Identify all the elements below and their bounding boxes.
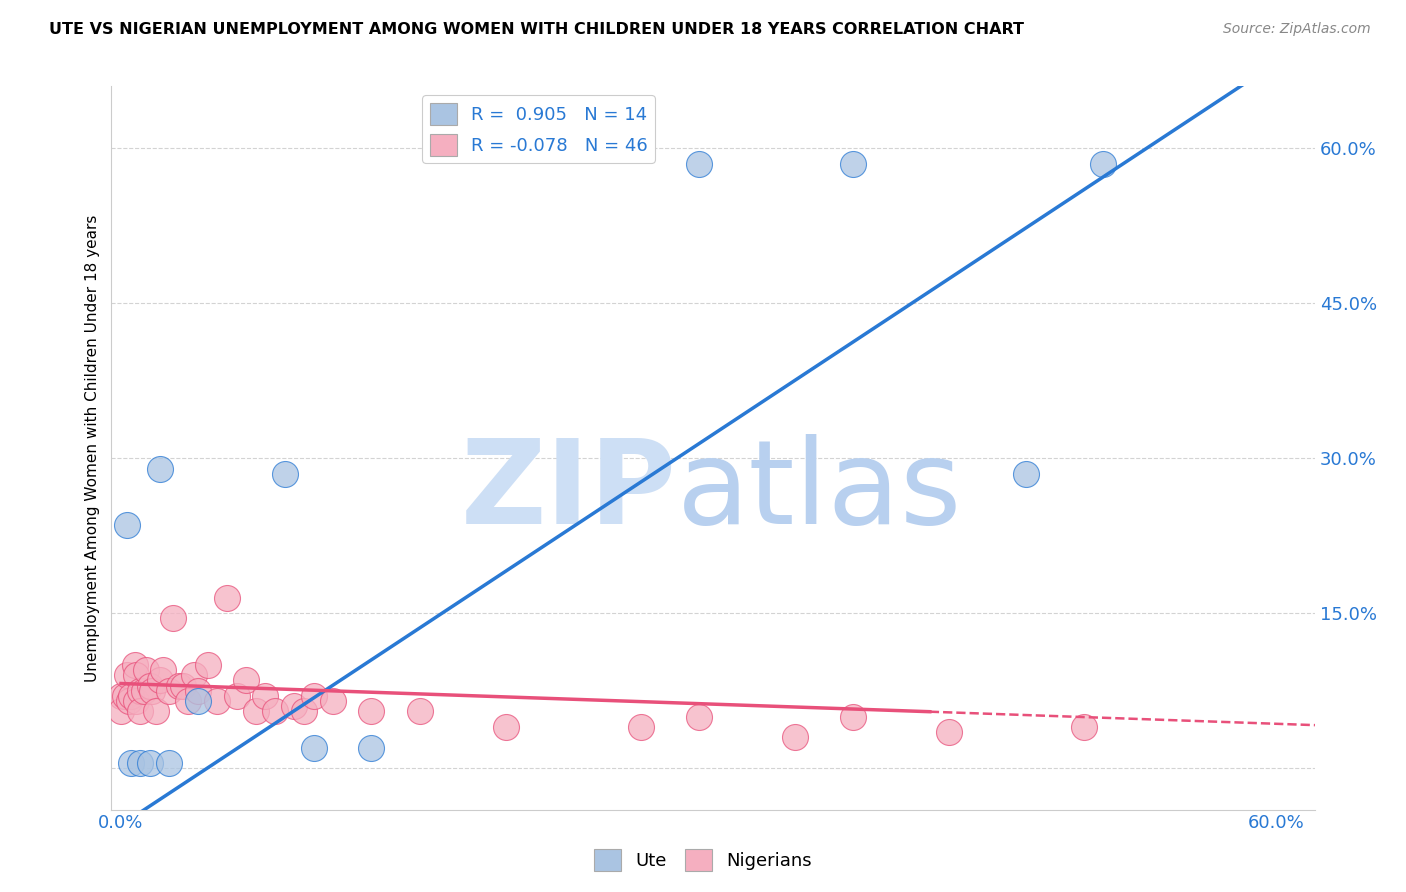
Point	[235, 673, 257, 688]
Point	[162, 611, 184, 625]
Text: UTE VS NIGERIAN UNEMPLOYMENT AMONG WOMEN WITH CHILDREN UNDER 18 YEARS CORRELATIO: UTE VS NIGERIAN UNEMPLOYMENT AMONG WOMEN…	[49, 22, 1024, 37]
Point	[938, 725, 960, 739]
Point	[115, 518, 138, 533]
Point	[322, 694, 344, 708]
Point	[1073, 720, 1095, 734]
Point	[688, 709, 710, 723]
Point	[148, 673, 170, 688]
Point	[115, 668, 138, 682]
Point	[688, 157, 710, 171]
Point	[630, 720, 652, 734]
Point	[197, 657, 219, 672]
Point	[120, 689, 142, 703]
Point	[225, 689, 247, 703]
Point	[145, 705, 167, 719]
Legend: R =  0.905   N = 14, R = -0.078   N = 46: R = 0.905 N = 14, R = -0.078 N = 46	[422, 95, 655, 163]
Text: Source: ZipAtlas.com: Source: ZipAtlas.com	[1223, 22, 1371, 37]
Point	[183, 668, 205, 682]
Point	[1015, 467, 1038, 481]
Point	[124, 657, 146, 672]
Point	[408, 705, 430, 719]
Point	[135, 663, 157, 677]
Point	[157, 683, 180, 698]
Point	[177, 694, 200, 708]
Legend: Ute, Nigerians: Ute, Nigerians	[586, 842, 820, 879]
Point	[110, 689, 132, 703]
Point	[187, 694, 209, 708]
Point	[114, 689, 136, 703]
Point	[254, 689, 277, 703]
Point	[141, 683, 163, 698]
Point	[139, 756, 162, 770]
Point	[842, 709, 865, 723]
Point	[118, 694, 141, 708]
Point	[302, 740, 325, 755]
Point	[129, 756, 152, 770]
Point	[167, 679, 190, 693]
Point	[139, 679, 162, 693]
Point	[134, 683, 156, 698]
Point	[283, 699, 305, 714]
Point	[360, 705, 382, 719]
Point	[157, 756, 180, 770]
Point	[148, 461, 170, 475]
Text: ZIP: ZIP	[461, 434, 678, 549]
Point	[292, 705, 315, 719]
Point	[1092, 157, 1115, 171]
Point	[129, 683, 152, 698]
Point	[125, 694, 148, 708]
Point	[125, 668, 148, 682]
Point	[245, 705, 267, 719]
Point	[172, 679, 194, 693]
Point	[110, 705, 132, 719]
Point	[129, 705, 152, 719]
Point	[495, 720, 517, 734]
Point	[152, 663, 174, 677]
Point	[274, 467, 297, 481]
Text: atlas: atlas	[678, 434, 963, 549]
Point	[783, 730, 806, 744]
Point	[207, 694, 229, 708]
Y-axis label: Unemployment Among Women with Children Under 18 years: Unemployment Among Women with Children U…	[86, 214, 100, 681]
Point	[187, 683, 209, 698]
Point	[120, 756, 142, 770]
Point	[360, 740, 382, 755]
Point	[842, 157, 865, 171]
Point	[302, 689, 325, 703]
Point	[215, 591, 238, 605]
Point	[264, 705, 287, 719]
